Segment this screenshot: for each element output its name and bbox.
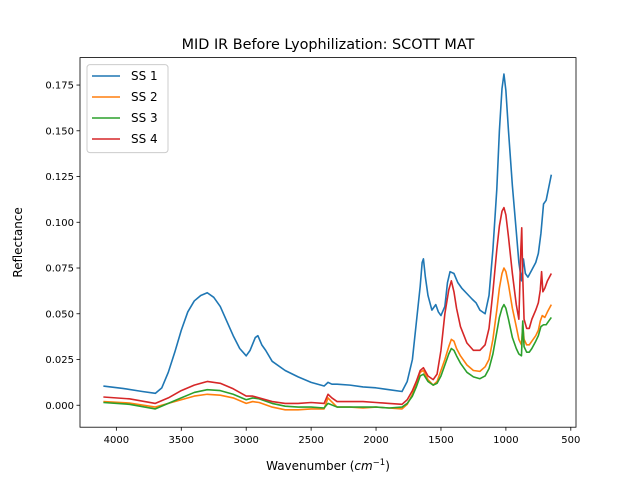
x-tick-label: 500 — [561, 435, 580, 446]
x-axis-label: Wavenumber (cm−1) — [266, 458, 390, 473]
y-tick-label: 0.025 — [45, 355, 74, 366]
x-tick-label: 1500 — [428, 435, 453, 446]
series-lines — [103, 73, 553, 411]
legend-label: SS 1 — [131, 69, 158, 83]
x-tick-label: 4000 — [104, 435, 129, 446]
legend-label: SS 3 — [131, 111, 158, 125]
legend-box — [86, 64, 169, 154]
series-line-1 — [103, 73, 553, 395]
x-axis-label-unit: cm — [354, 459, 372, 473]
y-tick-label: 0.150 — [45, 126, 74, 137]
y-axis-ticks: 0.000 0.025 0.050 0.075 0.100 0.125 0.150 0.175 — [45, 81, 80, 412]
series-line-3 — [103, 303, 552, 410]
chart-title: MID IR Before Lyophilization: SCOTT MAT — [182, 37, 475, 53]
x-tick-label: 3000 — [233, 435, 258, 446]
legend: SS 1 SS 2 SS 3 SS 4 — [86, 64, 169, 154]
plot-area — [79, 57, 577, 428]
x-tick-label: 2500 — [298, 435, 323, 446]
legend-label: SS 4 — [131, 132, 158, 146]
y-tick-label: 0.050 — [45, 309, 74, 320]
y-tick-label: 0.000 — [45, 401, 74, 412]
y-tick-label: 0.125 — [45, 172, 74, 183]
x-axis-ticks: 4000 3500 3000 2500 2000 1500 1000 500 — [104, 427, 580, 446]
y-axis-label: Reflectance — [11, 207, 25, 277]
axes-frame — [79, 57, 577, 428]
x-axis-label-exponent: −1 — [373, 458, 386, 468]
legend-label: SS 2 — [131, 90, 158, 104]
y-tick-label: 0.175 — [45, 81, 74, 92]
series-line-4 — [103, 206, 553, 406]
x-tick-label: 1000 — [493, 435, 518, 446]
y-tick-label: 0.075 — [45, 264, 74, 275]
y-tick-label: 0.100 — [45, 218, 74, 229]
x-tick-label: 2000 — [363, 435, 388, 446]
x-tick-label: 3500 — [169, 435, 194, 446]
x-axis-label-close: ) — [385, 459, 390, 473]
x-axis-label-text: Wavenumber ( — [266, 459, 354, 473]
